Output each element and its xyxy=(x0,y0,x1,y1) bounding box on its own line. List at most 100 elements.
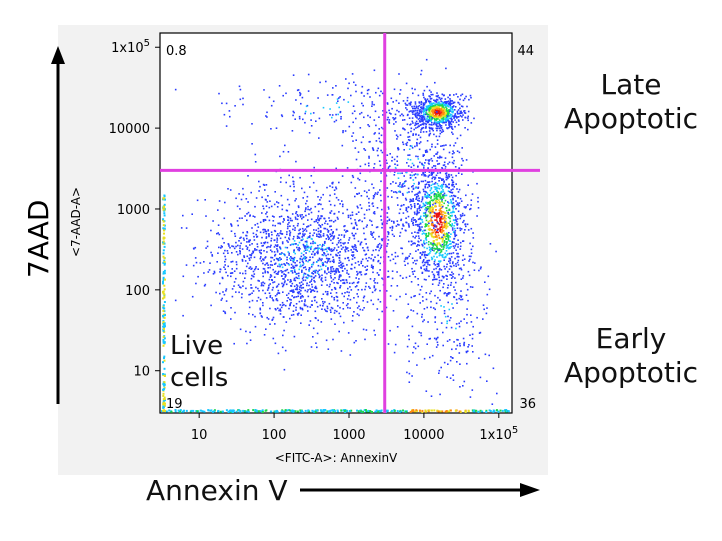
data-point xyxy=(442,197,445,199)
data-point xyxy=(421,174,423,176)
data-point xyxy=(484,353,487,356)
data-point xyxy=(442,94,445,97)
data-point xyxy=(450,265,453,268)
data-point xyxy=(289,317,291,320)
data-point xyxy=(320,203,322,206)
data-point xyxy=(297,248,299,251)
data-point xyxy=(453,94,455,96)
live-cells-label: Live cells xyxy=(170,331,229,393)
data-point xyxy=(227,188,229,190)
data-point xyxy=(363,213,366,216)
data-point xyxy=(342,130,344,132)
data-point xyxy=(434,224,436,226)
data-point xyxy=(354,219,356,221)
data-point xyxy=(224,311,226,313)
data-point xyxy=(451,227,454,229)
data-point xyxy=(427,201,429,204)
data-point xyxy=(254,267,257,270)
data-point xyxy=(453,115,456,117)
data-point xyxy=(446,115,449,117)
data-point xyxy=(433,262,435,265)
data-point xyxy=(449,114,451,117)
data-point xyxy=(407,154,409,156)
data-point xyxy=(306,249,309,251)
data-point xyxy=(290,301,292,304)
data-point xyxy=(444,157,447,159)
data-point xyxy=(442,148,445,151)
data-point xyxy=(451,107,453,110)
data-point xyxy=(262,302,264,304)
data-point xyxy=(434,219,436,221)
data-point xyxy=(402,127,404,130)
data-point xyxy=(311,283,313,286)
data-point xyxy=(220,245,223,247)
data-point xyxy=(421,163,423,166)
data-point xyxy=(335,270,338,273)
data-point xyxy=(443,226,446,229)
data-point xyxy=(426,306,428,309)
data-point xyxy=(321,258,323,260)
data-point xyxy=(452,245,455,247)
data-point xyxy=(441,200,443,202)
data-point xyxy=(422,115,424,117)
data-point xyxy=(442,211,444,213)
data-point xyxy=(465,283,468,285)
data-point xyxy=(447,270,449,273)
data-point xyxy=(341,205,344,208)
data-point xyxy=(404,264,406,266)
data-point xyxy=(322,106,325,109)
data-point xyxy=(471,345,473,347)
data-point xyxy=(412,310,415,312)
data-point xyxy=(455,327,457,330)
data-point xyxy=(451,303,453,305)
data-point xyxy=(265,115,267,117)
data-point xyxy=(421,296,424,298)
data-point xyxy=(437,216,439,218)
data-point xyxy=(218,233,221,236)
data-point xyxy=(327,257,330,260)
data-point xyxy=(440,221,443,224)
data-point xyxy=(422,212,425,214)
data-point xyxy=(362,328,365,331)
data-point xyxy=(333,260,335,263)
data-point xyxy=(304,266,307,268)
data-point xyxy=(281,263,283,266)
data-point xyxy=(306,226,308,228)
data-point xyxy=(437,110,439,112)
data-point xyxy=(282,410,285,413)
data-point xyxy=(298,247,300,250)
data-point xyxy=(357,206,359,209)
data-point xyxy=(292,74,295,76)
data-point xyxy=(355,224,358,227)
data-point xyxy=(308,324,310,326)
data-point xyxy=(272,281,274,284)
data-point xyxy=(452,261,454,263)
data-point xyxy=(302,233,304,235)
data-point xyxy=(213,270,216,273)
data-point xyxy=(348,291,350,294)
data-point xyxy=(460,200,463,202)
data-point xyxy=(443,181,445,183)
data-point xyxy=(291,213,294,215)
data-point xyxy=(412,273,414,275)
data-point xyxy=(450,252,453,255)
data-point xyxy=(456,111,459,114)
data-point xyxy=(458,188,461,191)
data-point xyxy=(451,229,454,231)
data-point xyxy=(223,217,226,220)
data-point xyxy=(457,203,459,206)
data-point xyxy=(224,258,227,261)
data-point xyxy=(359,127,362,129)
data-point xyxy=(311,238,313,240)
data-point xyxy=(433,165,435,167)
data-point xyxy=(446,102,448,104)
data-point xyxy=(445,172,448,174)
data-point xyxy=(259,221,262,224)
data-point xyxy=(464,112,467,114)
data-point xyxy=(507,410,510,413)
data-point xyxy=(317,215,320,217)
data-point xyxy=(308,410,311,413)
data-point xyxy=(259,410,262,413)
data-point xyxy=(281,241,284,243)
data-point xyxy=(354,245,357,247)
